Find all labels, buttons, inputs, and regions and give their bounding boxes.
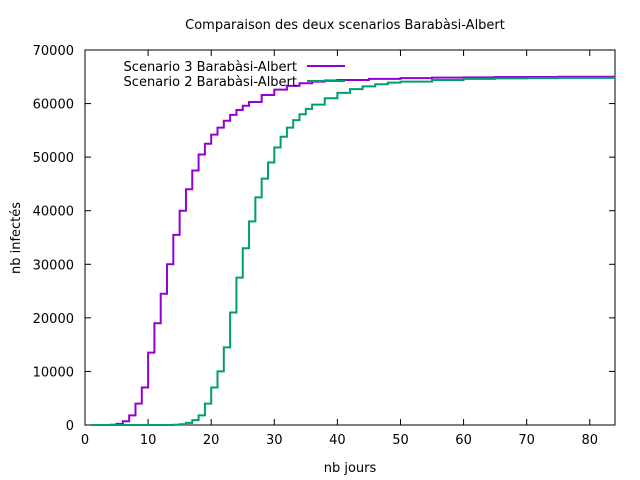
y-tick-label: 40000 [33, 205, 74, 220]
x-tick-label: 30 [266, 433, 283, 448]
ticks-layer: 0 10 20 30 40 50 60 70 80 0 10000 20000 30000 40000 50… [33, 44, 615, 448]
y-tick-label: 50000 [33, 151, 74, 166]
y-tick-label: 10000 [33, 365, 74, 380]
y-tick-label: 20000 [33, 312, 74, 327]
plot-frame [84, 49, 616, 426]
series-line-2 [91, 76, 615, 426]
y-axis-title: nb infectés [9, 202, 24, 274]
x-tick-label: 60 [455, 433, 472, 448]
legend-label-2: Scenario 2 Barabàsi-Albert [124, 75, 297, 90]
chart-title: Comparaison des deux scenarios Barabàsi-… [185, 18, 505, 33]
x-tick-label: 70 [518, 433, 535, 448]
y-tick-label: 30000 [33, 258, 74, 273]
y-tick-label: 70000 [33, 44, 74, 59]
y-tick-label: 0 [66, 419, 74, 434]
x-axis-title: nb jours [324, 461, 377, 476]
x-tick-label: 40 [329, 433, 346, 448]
x-tick-label: 20 [203, 433, 220, 448]
series-layer [91, 75, 615, 426]
y-tick-label: 60000 [33, 98, 74, 113]
x-tick-label: 0 [81, 433, 89, 448]
series-line-1 [91, 75, 615, 426]
x-tick-label: 10 [140, 433, 157, 448]
legend-label-1: Scenario 3 Barabàsi-Albert [124, 60, 297, 75]
x-tick-label: 80 [581, 433, 598, 448]
x-tick-label: 50 [392, 433, 409, 448]
